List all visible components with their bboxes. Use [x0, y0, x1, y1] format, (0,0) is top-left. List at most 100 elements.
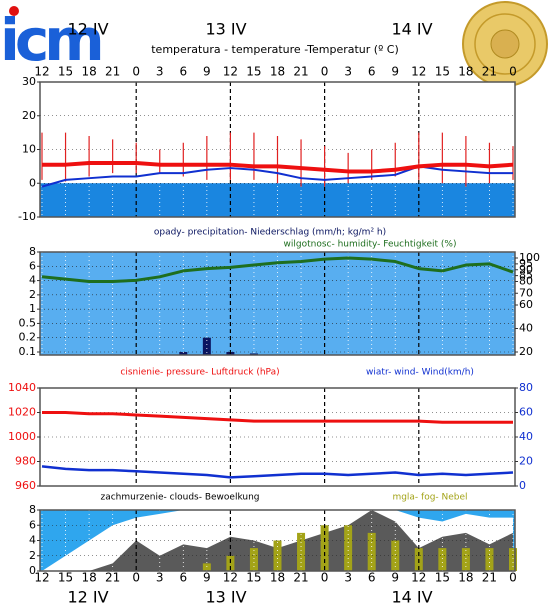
- x-tick-label: 3: [344, 571, 352, 585]
- y-tick-label: 6: [29, 518, 36, 531]
- series-line: [42, 411, 513, 424]
- y-tick-label: 8: [29, 503, 36, 516]
- x-tick-label: 21: [105, 571, 120, 585]
- bar: [202, 337, 211, 355]
- bar: [273, 540, 282, 571]
- x-tick-label: 15: [246, 571, 261, 585]
- day-label: 14 IV: [391, 20, 432, 39]
- y2-tick-label: 80: [519, 275, 533, 288]
- x-tick-label: 0: [132, 65, 140, 79]
- y-tick-label: 4: [29, 534, 36, 547]
- x-tick-label: 6: [368, 571, 376, 585]
- bar: [249, 548, 258, 571]
- y-tick-label: 1020: [8, 406, 36, 419]
- x-tick-label: 12: [34, 571, 49, 585]
- bar: [461, 548, 470, 571]
- x-tick-label: 15: [58, 571, 73, 585]
- y-tick-label: 0: [29, 176, 36, 189]
- series-line: [41, 465, 514, 479]
- x-tick-label: 0: [509, 65, 517, 79]
- x-tick-label: 21: [482, 571, 497, 585]
- day-label: 14 IV: [391, 588, 432, 607]
- x-tick-label: 3: [156, 571, 164, 585]
- y-tick-label: 30: [22, 75, 36, 88]
- y-tick-label: 4: [29, 274, 36, 287]
- panel-title: zachmurzenie- clouds- Bewoelkung: [100, 493, 259, 503]
- y2-tick-label: 40: [519, 322, 533, 335]
- x-tick-label: 9: [391, 65, 399, 79]
- panel: [37, 251, 518, 356]
- x-tick-label: 6: [368, 65, 376, 79]
- series-name: cisnienie- pressure- Luftdruck (hPa): [120, 368, 279, 378]
- series-line: [41, 165, 513, 188]
- day-label: 12 IV: [67, 20, 108, 39]
- seal: [462, 1, 548, 87]
- x-tick-label: 12: [411, 571, 426, 585]
- x-tick-label: 18: [270, 571, 285, 585]
- bar: [391, 540, 400, 571]
- below-zero: [40, 183, 515, 217]
- x-tick-label: 3: [344, 65, 352, 79]
- bar: [226, 555, 235, 571]
- bar: [485, 548, 494, 571]
- panel-frame: [39, 251, 516, 356]
- y-tick-label: 1000: [8, 430, 36, 443]
- series-line: [41, 256, 514, 283]
- x-tick-label: 6: [179, 571, 187, 585]
- series-line: [42, 161, 514, 174]
- y-tick-label: 0.1: [19, 345, 37, 358]
- y2-tick-label: 40: [519, 430, 533, 443]
- bar: [297, 532, 306, 571]
- day-label: 13 IV: [205, 20, 246, 39]
- bar: [509, 548, 517, 571]
- x-tick-label: 0: [132, 571, 140, 585]
- series-name: mgla- fog- Nebel: [392, 493, 467, 503]
- x-tick-label: 0: [321, 571, 329, 585]
- bar: [344, 525, 353, 571]
- x-tick-label: 15: [435, 571, 450, 585]
- y-tick-label: 2: [29, 549, 36, 562]
- x-tick-label: 18: [81, 65, 96, 79]
- x-tick-label: 21: [482, 65, 497, 79]
- panel: [37, 387, 518, 487]
- x-tick-label: 18: [458, 65, 473, 79]
- bar: [438, 548, 447, 571]
- x-tick-label: 9: [203, 65, 211, 79]
- y2-tick-label: 85: [519, 269, 533, 282]
- x-tick-label: 15: [58, 65, 73, 79]
- x-tick-label: 9: [391, 571, 399, 585]
- x-tick-label: 18: [270, 65, 285, 79]
- y-tick-label: 960: [15, 479, 36, 492]
- series-name: opady- precipitation- Niederschlag (mm/h…: [154, 228, 386, 238]
- x-tick-label: 12: [223, 65, 238, 79]
- x-tick-label: 12: [411, 65, 426, 79]
- x-tick-label: 21: [293, 571, 308, 585]
- panel: [37, 509, 517, 572]
- x-tick-label: 15: [246, 65, 261, 79]
- panel: [37, 81, 516, 218]
- y-tick-label: 6: [29, 259, 36, 272]
- day-label: 13 IV: [205, 588, 246, 607]
- x-tick-label: 3: [156, 65, 164, 79]
- y-tick-label: 0: [29, 564, 36, 577]
- y2-tick-label: 95: [519, 257, 533, 270]
- y-tick-label: 8: [29, 245, 36, 258]
- bar: [367, 532, 376, 571]
- y2-tick-label: 80: [519, 381, 533, 394]
- bar: [202, 563, 211, 571]
- series-name: wilgotnosc- humidity- Feuchtigkeit (%): [284, 240, 457, 250]
- x-tick-label: 18: [81, 571, 96, 585]
- panel-title: temperatura - temperature -Temperatur (º…: [151, 43, 399, 56]
- y2-tick-label: 90: [519, 263, 533, 276]
- y-tick-label: 1040: [8, 381, 36, 394]
- x-tick-label: 0: [321, 65, 329, 79]
- y2-tick-label: 70: [519, 286, 533, 299]
- y-tick-label: 1: [29, 302, 36, 315]
- x-tick-label: 15: [435, 65, 450, 79]
- series-name: wiatr- wind- Wind(km/h): [366, 368, 474, 378]
- y-tick-label: 10: [22, 143, 36, 156]
- logo-dot: [9, 6, 19, 16]
- x-tick-label: 18: [458, 571, 473, 585]
- y2-tick-label: 100: [519, 251, 540, 264]
